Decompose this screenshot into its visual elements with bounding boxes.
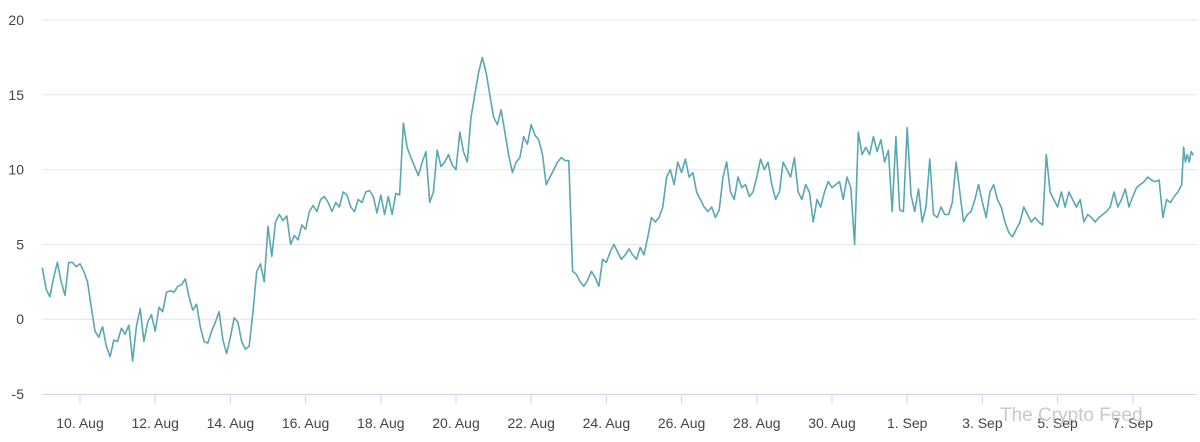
x-tick-label: 20. Aug — [432, 415, 480, 431]
y-tick-label: 5 — [16, 236, 24, 252]
x-axis: 10. Aug 12. Aug 14. Aug 16. Aug 18. Aug 20. A… — [42, 394, 1197, 431]
x-tick-label: 18. Aug — [357, 415, 405, 431]
series-layer — [41, 56, 1194, 362]
y-tick-label: 0 — [16, 311, 24, 327]
y-tick-label: 10 — [8, 162, 24, 178]
x-tick-label: 12. Aug — [131, 415, 179, 431]
x-tick-label: 16. Aug — [282, 415, 330, 431]
x-tick-label: 28. Aug — [733, 415, 781, 431]
y-tick-label: 20 — [8, 12, 24, 28]
x-tick-label: 24. Aug — [583, 415, 631, 431]
y-tick-label: 15 — [8, 87, 24, 103]
x-tick-label: 14. Aug — [207, 415, 255, 431]
x-tick-label: 5. Sep — [1037, 415, 1078, 431]
x-tick-label: 22. Aug — [507, 415, 555, 431]
x-tick-label: 10. Aug — [56, 415, 104, 431]
watermark-text: The Crypto Feed — [1000, 405, 1143, 426]
series-line — [41, 56, 1194, 362]
x-tick-label: 3. Sep — [962, 415, 1003, 431]
x-tick-label: 1. Sep — [887, 415, 928, 431]
y-tick-label: -5 — [12, 386, 25, 402]
y-axis: -5 0 5 10 15 20 — [8, 12, 24, 402]
x-tick-label: 7. Sep — [1113, 415, 1154, 431]
x-tick-label: 26. Aug — [658, 415, 706, 431]
x-tick-label: 30. Aug — [808, 415, 856, 431]
grid-lines — [42, 19, 1197, 320]
